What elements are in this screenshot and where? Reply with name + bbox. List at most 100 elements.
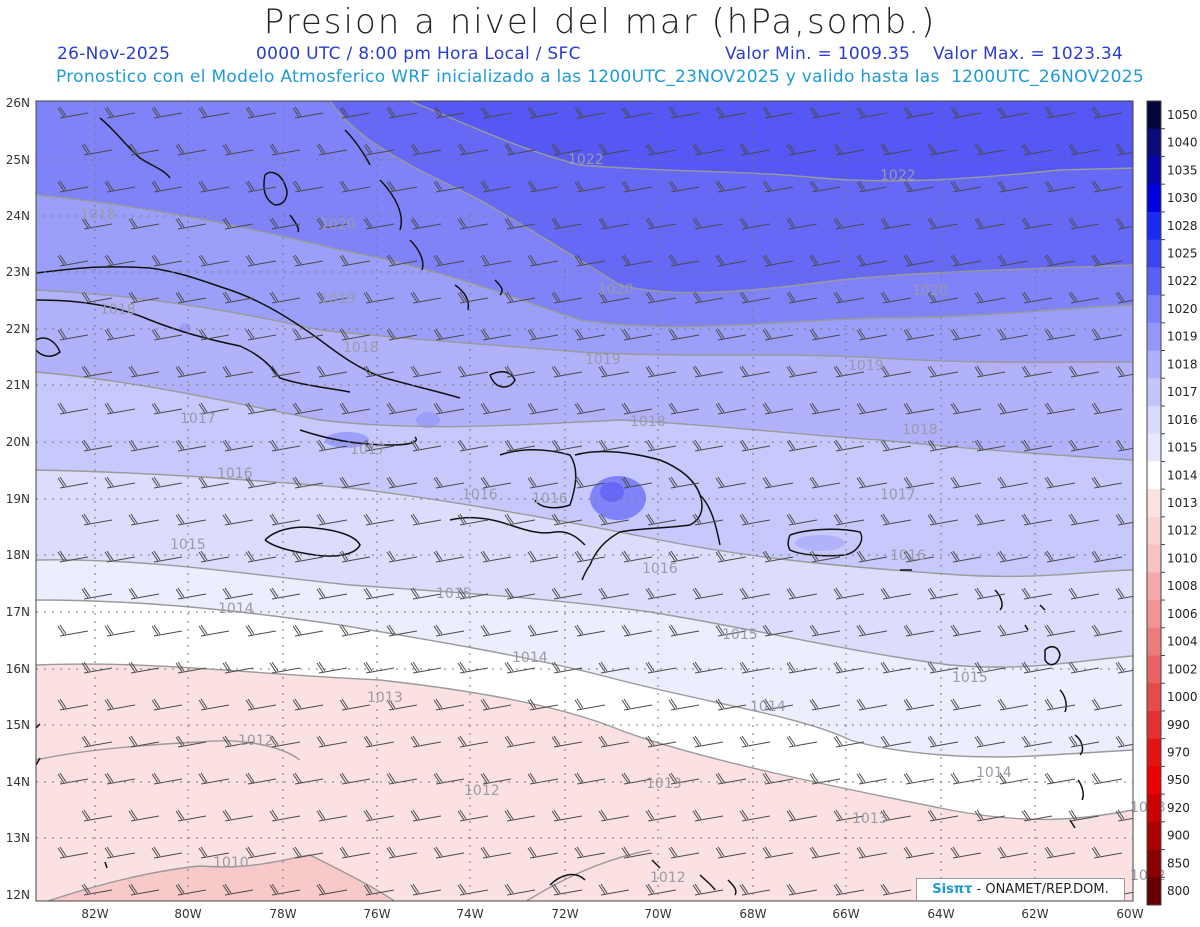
wind-barb xyxy=(715,698,747,711)
colorbar-label: 850 xyxy=(1167,856,1190,870)
wind-barb xyxy=(786,217,818,230)
wind-barb xyxy=(151,328,183,341)
wind-barb xyxy=(245,698,277,711)
wind-barb xyxy=(433,180,465,193)
wind-barb xyxy=(598,883,630,896)
wind-barb xyxy=(527,698,559,711)
contour-label: 1020 xyxy=(912,283,948,299)
wind-barb xyxy=(1115,735,1133,748)
colorbar-label: 1050 xyxy=(1167,108,1198,122)
wind-barb xyxy=(739,291,771,304)
wind-barb xyxy=(880,735,912,748)
wind-barb xyxy=(739,883,771,896)
contour-label: 1015 xyxy=(722,627,758,643)
wind-barb xyxy=(175,735,207,748)
wind-barb xyxy=(692,587,724,600)
wind-barb xyxy=(527,328,559,341)
wind-barb xyxy=(809,402,841,415)
min-value-label: Valor Min. = 1009.35 xyxy=(725,44,911,64)
wind-barb xyxy=(621,624,653,637)
wind-barb xyxy=(974,217,1006,230)
colorbar-label: 1002 xyxy=(1167,662,1198,676)
lat-axis: 26N 25N 24N 23N 22N 21N 20N 19N 18N 17N … xyxy=(6,96,30,902)
wind-barb xyxy=(151,106,183,119)
contour-label: 1013 xyxy=(646,776,682,792)
wind-barb xyxy=(57,550,89,563)
wind-barb xyxy=(175,809,207,822)
wind-barb xyxy=(786,143,818,156)
wind-barb xyxy=(598,217,630,230)
wind-barb xyxy=(997,180,1029,193)
wind-barb xyxy=(997,402,1029,415)
wind-barb xyxy=(574,476,606,489)
wind-barb xyxy=(410,735,442,748)
colorbar-label: 1030 xyxy=(1167,191,1198,205)
wind-barb xyxy=(880,143,912,156)
wind-barb xyxy=(198,106,230,119)
wind-barb xyxy=(880,809,912,822)
wind-barb xyxy=(1044,476,1076,489)
wind-barb xyxy=(1091,550,1123,563)
wind-barb xyxy=(128,735,160,748)
wind-barb xyxy=(903,106,935,119)
colorbar-label: 800 xyxy=(1167,884,1190,898)
wind-barb xyxy=(222,587,254,600)
plot-frame xyxy=(35,100,1134,902)
contour-label: 1014 xyxy=(750,699,786,715)
wind-barb xyxy=(198,476,230,489)
wind-barb xyxy=(222,291,254,304)
wind-barb xyxy=(1115,661,1133,674)
colorbar-swatch xyxy=(1147,350,1161,379)
wind-barb xyxy=(974,439,1006,452)
colorbar-swatch xyxy=(1147,156,1161,185)
wind-barb xyxy=(809,698,841,711)
wind-barb xyxy=(997,254,1029,267)
colorbar-label: 1022 xyxy=(1167,274,1198,288)
contour-label: 1016 xyxy=(217,466,253,482)
wind-barb xyxy=(645,735,677,748)
wind-barb xyxy=(997,106,1029,119)
wind-barb xyxy=(175,439,207,452)
wind-barb xyxy=(175,217,207,230)
pressure-fill xyxy=(36,101,1133,901)
wind-barb xyxy=(292,624,324,637)
wind-barb xyxy=(81,143,113,156)
wind-barb xyxy=(950,180,982,193)
colorbar-swatch xyxy=(1147,184,1161,213)
wind-barb xyxy=(504,587,536,600)
wind-barb xyxy=(339,180,371,193)
wind-barb xyxy=(316,587,348,600)
contour-label: 1022 xyxy=(568,152,604,168)
wind-barb xyxy=(1044,180,1076,193)
wind-barb xyxy=(551,365,583,378)
wind-barb xyxy=(645,439,677,452)
wind-barb xyxy=(457,217,489,230)
wind-barb xyxy=(504,217,536,230)
wind-barb xyxy=(81,513,113,526)
wind-barb xyxy=(574,624,606,637)
wind-barb xyxy=(1068,143,1100,156)
wind-barb xyxy=(715,254,747,267)
wind-barb xyxy=(762,254,794,267)
wind-barb xyxy=(269,439,301,452)
wind-barb xyxy=(997,476,1029,489)
wind-barb xyxy=(316,883,348,896)
wind-barb xyxy=(104,402,136,415)
wind-barb xyxy=(739,513,771,526)
wind-barb xyxy=(457,291,489,304)
wind-barb xyxy=(621,106,653,119)
wind-barb xyxy=(645,217,677,230)
wind-barb xyxy=(386,772,418,785)
wind-barb xyxy=(269,809,301,822)
wind-barb xyxy=(598,809,630,822)
wind-barb xyxy=(668,106,700,119)
wind-barb xyxy=(645,365,677,378)
wind-barb xyxy=(269,217,301,230)
wind-barb xyxy=(1044,624,1076,637)
wind-barb xyxy=(527,846,559,859)
wind-barb xyxy=(927,513,959,526)
wind-barb xyxy=(997,698,1029,711)
contour-label: 1014 xyxy=(512,650,548,666)
colorbar-swatch xyxy=(1147,655,1161,684)
